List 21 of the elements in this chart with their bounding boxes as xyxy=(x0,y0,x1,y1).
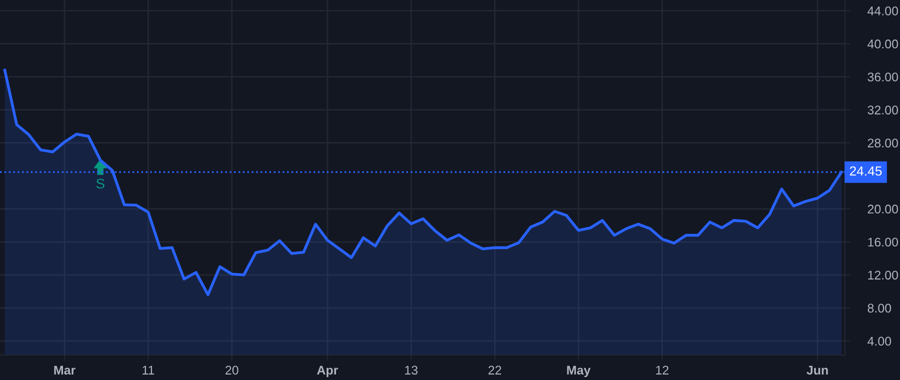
y-tick-label: 8.00 xyxy=(868,304,892,313)
y-tick-label: 36.00 xyxy=(868,72,898,82)
y-tick-label: 12.00 xyxy=(868,270,898,280)
x-tick-label: May xyxy=(567,366,591,378)
y-tick-label: 16.00 xyxy=(868,238,898,247)
x-tick-label: 13 xyxy=(405,366,418,375)
annotation: S xyxy=(96,178,104,189)
y-tick-label: 32.00 xyxy=(868,106,898,114)
x-tick-label: Jun xyxy=(806,366,828,375)
y-tick-label: 28.00 xyxy=(868,138,898,148)
y-tick-label: 44.00 xyxy=(868,6,898,16)
ref-line-label: 24.45 xyxy=(850,166,882,176)
x-tick-label: 12 xyxy=(656,366,668,374)
y-tick-label: 20.00 xyxy=(868,204,898,214)
x-tick-label: 11 xyxy=(142,366,154,374)
y-tick-label: 4.00 xyxy=(868,336,892,346)
x-tick-label: Mar xyxy=(54,366,76,375)
x-tick-label: 20 xyxy=(226,366,238,375)
x-tick-label: Apr xyxy=(317,366,338,378)
y-tick-label: 40.00 xyxy=(868,40,898,48)
x-tick-label: 22 xyxy=(488,366,502,374)
